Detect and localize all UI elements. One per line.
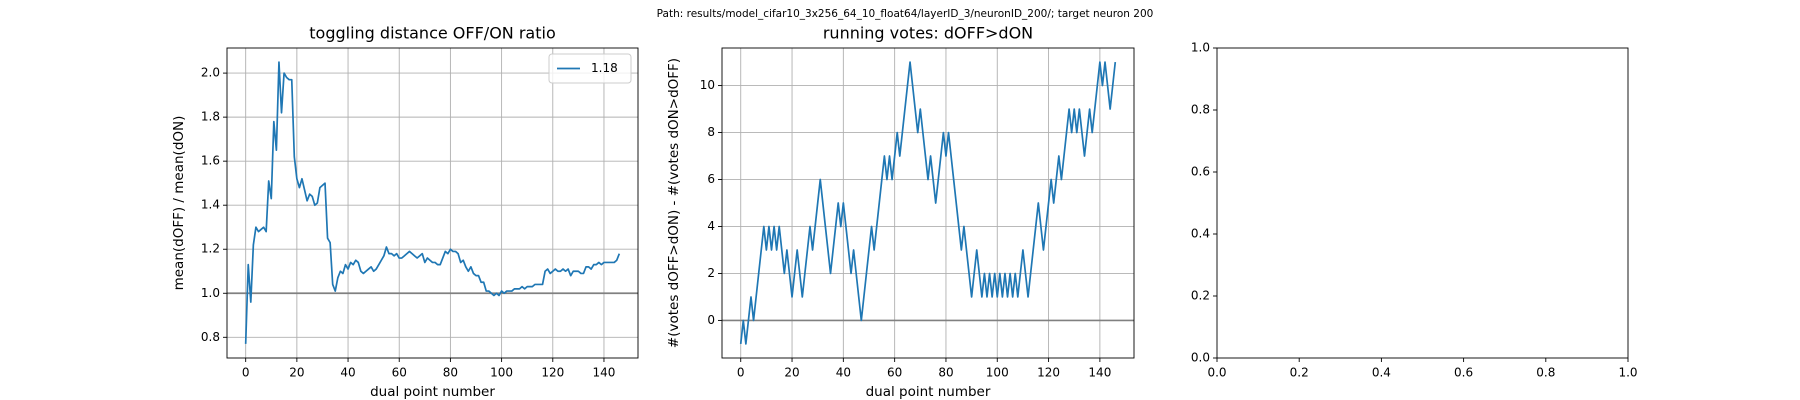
y-tick-label: 0.0 [1191, 351, 1210, 365]
x-tick-label: 140 [593, 366, 616, 380]
x-tick-label: 0.4 [1372, 366, 1391, 380]
x-tick-label: 40 [340, 366, 355, 380]
x-tick-label: 120 [1037, 366, 1060, 380]
y-tick-label: 0.4 [1191, 227, 1210, 241]
x-axis-label: dual point number [370, 384, 495, 400]
y-tick-label: 1.4 [201, 198, 220, 212]
y-tick-label: 1.0 [201, 286, 220, 300]
data-line [244, 61, 621, 344]
x-tick-label: 0.2 [1290, 366, 1309, 380]
x-tick-label: 60 [887, 366, 902, 380]
y-tick-label: 0.8 [1191, 103, 1210, 117]
y-tick-label: 1.8 [201, 110, 220, 124]
y-tick-label: 4 [707, 219, 715, 233]
x-tick-label: 140 [1088, 366, 1111, 380]
legend-box [548, 53, 632, 84]
axes-frame [721, 47, 1135, 359]
x-tick-label: 0.6 [1454, 366, 1473, 380]
chart-title: toggling distance OFF/ON ratio [309, 24, 555, 43]
y-tick-label: 8 [707, 125, 715, 139]
y-tick-label: 1.2 [201, 242, 220, 256]
x-tick-label: 1.0 [1618, 366, 1637, 380]
x-tick-label: 40 [836, 366, 851, 380]
x-tick-label: 0 [737, 366, 745, 380]
x-tick-label: 0 [242, 366, 250, 380]
x-tick-label: 20 [784, 366, 799, 380]
x-tick-label: 0.0 [1207, 366, 1226, 380]
x-tick-label: 80 [443, 366, 458, 380]
x-axis-label: dual point number [866, 384, 991, 400]
x-tick-label: 0.8 [1536, 366, 1555, 380]
y-tick-label: 2 [707, 266, 715, 280]
plot-area [227, 48, 638, 358]
x-tick-label: 80 [938, 366, 953, 380]
y-tick-label: 2.0 [201, 66, 220, 80]
x-tick-label: 20 [289, 366, 304, 380]
y-axis-label: mean(dOFF) / mean(dON) [171, 116, 187, 291]
plot-area [722, 48, 1134, 358]
x-tick-label: 120 [541, 366, 564, 380]
axes-frame [226, 47, 639, 359]
data-line [739, 61, 1117, 345]
y-tick-label: 10 [700, 78, 715, 92]
y-tick-label: 1.0 [1191, 41, 1210, 55]
y-tick-label: 6 [707, 172, 715, 186]
x-tick-label: 60 [392, 366, 407, 380]
x-tick-label: 100 [986, 366, 1009, 380]
y-axis-label: #(votes dOFF>dON) - #(votes dON>dOFF) [666, 58, 682, 348]
plot-area [1217, 48, 1628, 358]
chart-title: running votes: dOFF>dON [823, 24, 1033, 43]
legend-label: 1.18 [591, 61, 618, 75]
figure-title: Path: results/model_cifar10_3x256_64_10_… [657, 8, 1154, 20]
axes-frame [1216, 47, 1629, 359]
x-tick-label: 100 [490, 366, 513, 380]
y-tick-label: 0.2 [1191, 289, 1210, 303]
y-tick-label: 0.6 [1191, 165, 1210, 179]
y-tick-label: 0 [707, 313, 715, 327]
y-tick-label: 0.8 [201, 330, 220, 344]
y-tick-label: 1.6 [201, 154, 220, 168]
